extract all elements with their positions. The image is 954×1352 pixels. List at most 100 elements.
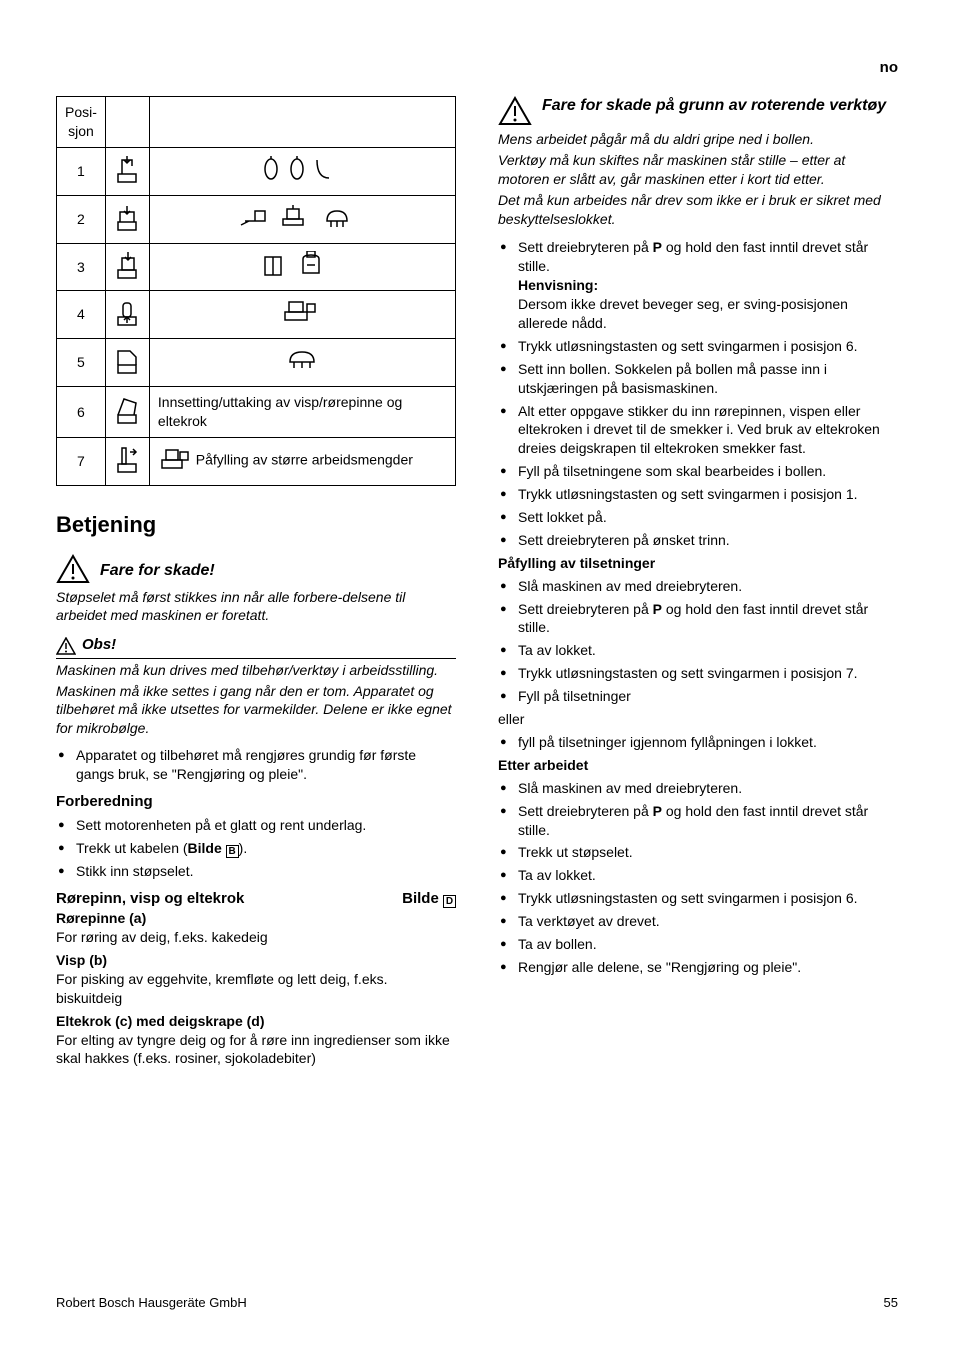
vb-body: For pisking av eggehvite, kremfløte og l…	[56, 970, 456, 1008]
table-row: 4	[57, 291, 456, 339]
list-item: Sett dreiebryteren på P og hold den fast…	[498, 802, 898, 840]
warning-title: Fare for skade!	[100, 554, 215, 582]
arm-icon	[105, 291, 149, 339]
list-item: Sett dreiebryteren på P og hold den fast…	[498, 238, 898, 332]
table-header-arm	[105, 97, 149, 148]
section-betjening: Betjening	[56, 510, 456, 540]
arm-icon	[105, 195, 149, 243]
table-row: 7 Påfylling av større arbeidsmengder	[57, 438, 456, 486]
position-table: Posi-sjon 1 2 3	[56, 96, 456, 486]
list-item: Ta av bollen.	[498, 935, 898, 954]
obs-icon	[56, 637, 76, 655]
pos-num: 4	[57, 291, 106, 339]
table-row: 1	[57, 147, 456, 195]
warn2-p1: Mens arbeidet pågår må du aldri gripe ne…	[498, 130, 898, 149]
desc-cell	[149, 195, 455, 243]
warning-block-2: Fare for skade på grunn av roterende ver…	[498, 96, 898, 228]
arm-icon	[105, 243, 149, 291]
desc-cell: Innsetting/uttaking av visp/rørepinne og…	[149, 387, 455, 438]
table-row: 3	[57, 243, 456, 291]
list-item: Trekk ut støpselet.	[498, 843, 898, 862]
list-item: Fyll på tilsetningene som skal bearbeide…	[498, 462, 898, 481]
warning-body: Støpselet må først stikkes inn når alle …	[56, 588, 456, 626]
pos-num: 5	[57, 339, 106, 387]
list-item: fyll på tilsetninger igjennom fyllåpning…	[498, 733, 898, 752]
warning-block-1: Fare for skade! Støpselet må først stikk…	[56, 554, 456, 626]
pre-bullets: Apparatet og tilbehøret må rengjøres gru…	[56, 746, 456, 784]
eller-text: eller	[498, 710, 898, 729]
obs-label: Obs!	[82, 635, 116, 655]
language-tag: no	[880, 58, 898, 78]
ra-title: Rørepinne (a)	[56, 909, 456, 928]
desc-cell	[149, 243, 455, 291]
ec-title: Eltekrok (c) med deigskrape (d)	[56, 1012, 456, 1031]
list-item: Slå maskinen av med dreiebryteren.	[498, 779, 898, 798]
ec-body: For elting av tyngre deig og for å røre …	[56, 1031, 456, 1069]
arm-icon	[105, 147, 149, 195]
pafylling-title: Påfylling av tilsetninger	[498, 554, 898, 573]
list-item: Sett lokket på.	[498, 508, 898, 527]
right-column: Fare for skade på grunn av roterende ver…	[498, 96, 898, 1072]
etter-title: Etter arbeidet	[498, 756, 898, 775]
rvp-heading-row: Rørepinn, visp og eltekrok Bilde D	[56, 889, 456, 909]
steps2-list: Slå maskinen av med dreiebryteren. Sett d…	[498, 577, 898, 706]
list-item: Trykk utløsningstasten og sett svingarme…	[498, 664, 898, 683]
obs-row: Obs!	[56, 635, 456, 655]
list-item: Sett dreiebryteren på P og hold den fast…	[498, 600, 898, 638]
table-row: 2	[57, 195, 456, 243]
desc-cell	[149, 147, 455, 195]
warn2-p3: Det må kun arbeides når drev som ikke er…	[498, 191, 898, 229]
list-item: Fyll på tilsetninger	[498, 687, 898, 706]
ra-body: For røring av deig, f.eks. kakedeig	[56, 928, 456, 947]
list-item: Stikk inn støpselet.	[56, 862, 456, 881]
rvp-bilde: Bilde D	[402, 889, 456, 909]
table-header-pos: Posi-sjon	[57, 97, 106, 148]
vb-title: Visp (b)	[56, 951, 456, 970]
list-item: Alt etter oppgave stikker du inn rørepin…	[498, 402, 898, 459]
list-item: Trekk ut kabelen (Bilde B).	[56, 839, 456, 858]
warn2-p2: Verktøy må kun skiftes når maskinen står…	[498, 151, 898, 189]
list-item: Trykk utløsningstasten og sett svingarme…	[498, 337, 898, 356]
pos-num: 1	[57, 147, 106, 195]
list-item: Trykk utløsningstasten og sett svingarme…	[498, 889, 898, 908]
list-item: Sett inn bollen. Sokkelen på bollen må p…	[498, 360, 898, 398]
left-column: Posi-sjon 1 2 3	[56, 96, 456, 1072]
list-item: Rengjør alle delene, se "Rengjøring og p…	[498, 958, 898, 977]
forb-list: Sett motorenheten på et glatt og rent un…	[56, 816, 456, 881]
row7-text: Påfylling av større arbeidsmengder	[196, 452, 413, 468]
table-row: 5	[57, 339, 456, 387]
pos-num: 7	[57, 438, 106, 486]
pos-num: 3	[57, 243, 106, 291]
footer-company: Robert Bosch Hausgeräte GmbH	[56, 1294, 247, 1312]
steps1-list: Sett dreiebryteren på P og hold den fast…	[498, 238, 898, 549]
list-item: Sett dreiebryteren på ønsket trinn.	[498, 531, 898, 550]
content-columns: Posi-sjon 1 2 3	[56, 96, 898, 1072]
obs-body2: Maskinen må ikke settes i gang når den e…	[56, 682, 456, 739]
warning-icon	[56, 554, 90, 584]
pos-num: 2	[57, 195, 106, 243]
pos-num: 6	[57, 387, 106, 438]
steps2b-list: fyll på tilsetninger igjennom fyllåpning…	[498, 733, 898, 752]
forberedning-title: Forberedning	[56, 792, 456, 812]
arm-icon	[105, 438, 149, 486]
page-footer: Robert Bosch Hausgeräte GmbH 55	[56, 1294, 898, 1312]
list-item: Ta av lokket.	[498, 641, 898, 660]
table-header-desc	[149, 97, 455, 148]
rvp-title: Rørepinn, visp og eltekrok	[56, 889, 244, 909]
warning-title-2: Fare for skade på grunn av roterende ver…	[542, 96, 886, 116]
list-item: Ta av lokket.	[498, 866, 898, 885]
list-item: Trykk utløsningstasten og sett svingarme…	[498, 485, 898, 504]
obs-body1: Maskinen må kun drives med tilbehør/verk…	[56, 658, 456, 680]
list-item: Ta verktøyet av drevet.	[498, 912, 898, 931]
desc-cell	[149, 291, 455, 339]
list-item: Slå maskinen av med dreiebryteren.	[498, 577, 898, 596]
steps3-list: Slå maskinen av med dreiebryteren. Sett d…	[498, 779, 898, 977]
list-item: Apparatet og tilbehøret må rengjøres gru…	[56, 746, 456, 784]
desc-cell: Påfylling av større arbeidsmengder	[149, 438, 455, 486]
arm-icon	[105, 339, 149, 387]
desc-cell	[149, 339, 455, 387]
warning-icon	[498, 96, 532, 126]
footer-pagenum: 55	[884, 1294, 898, 1312]
table-row: 6 Innsetting/uttaking av visp/rørepinne …	[57, 387, 456, 438]
list-item: Sett motorenheten på et glatt og rent un…	[56, 816, 456, 835]
